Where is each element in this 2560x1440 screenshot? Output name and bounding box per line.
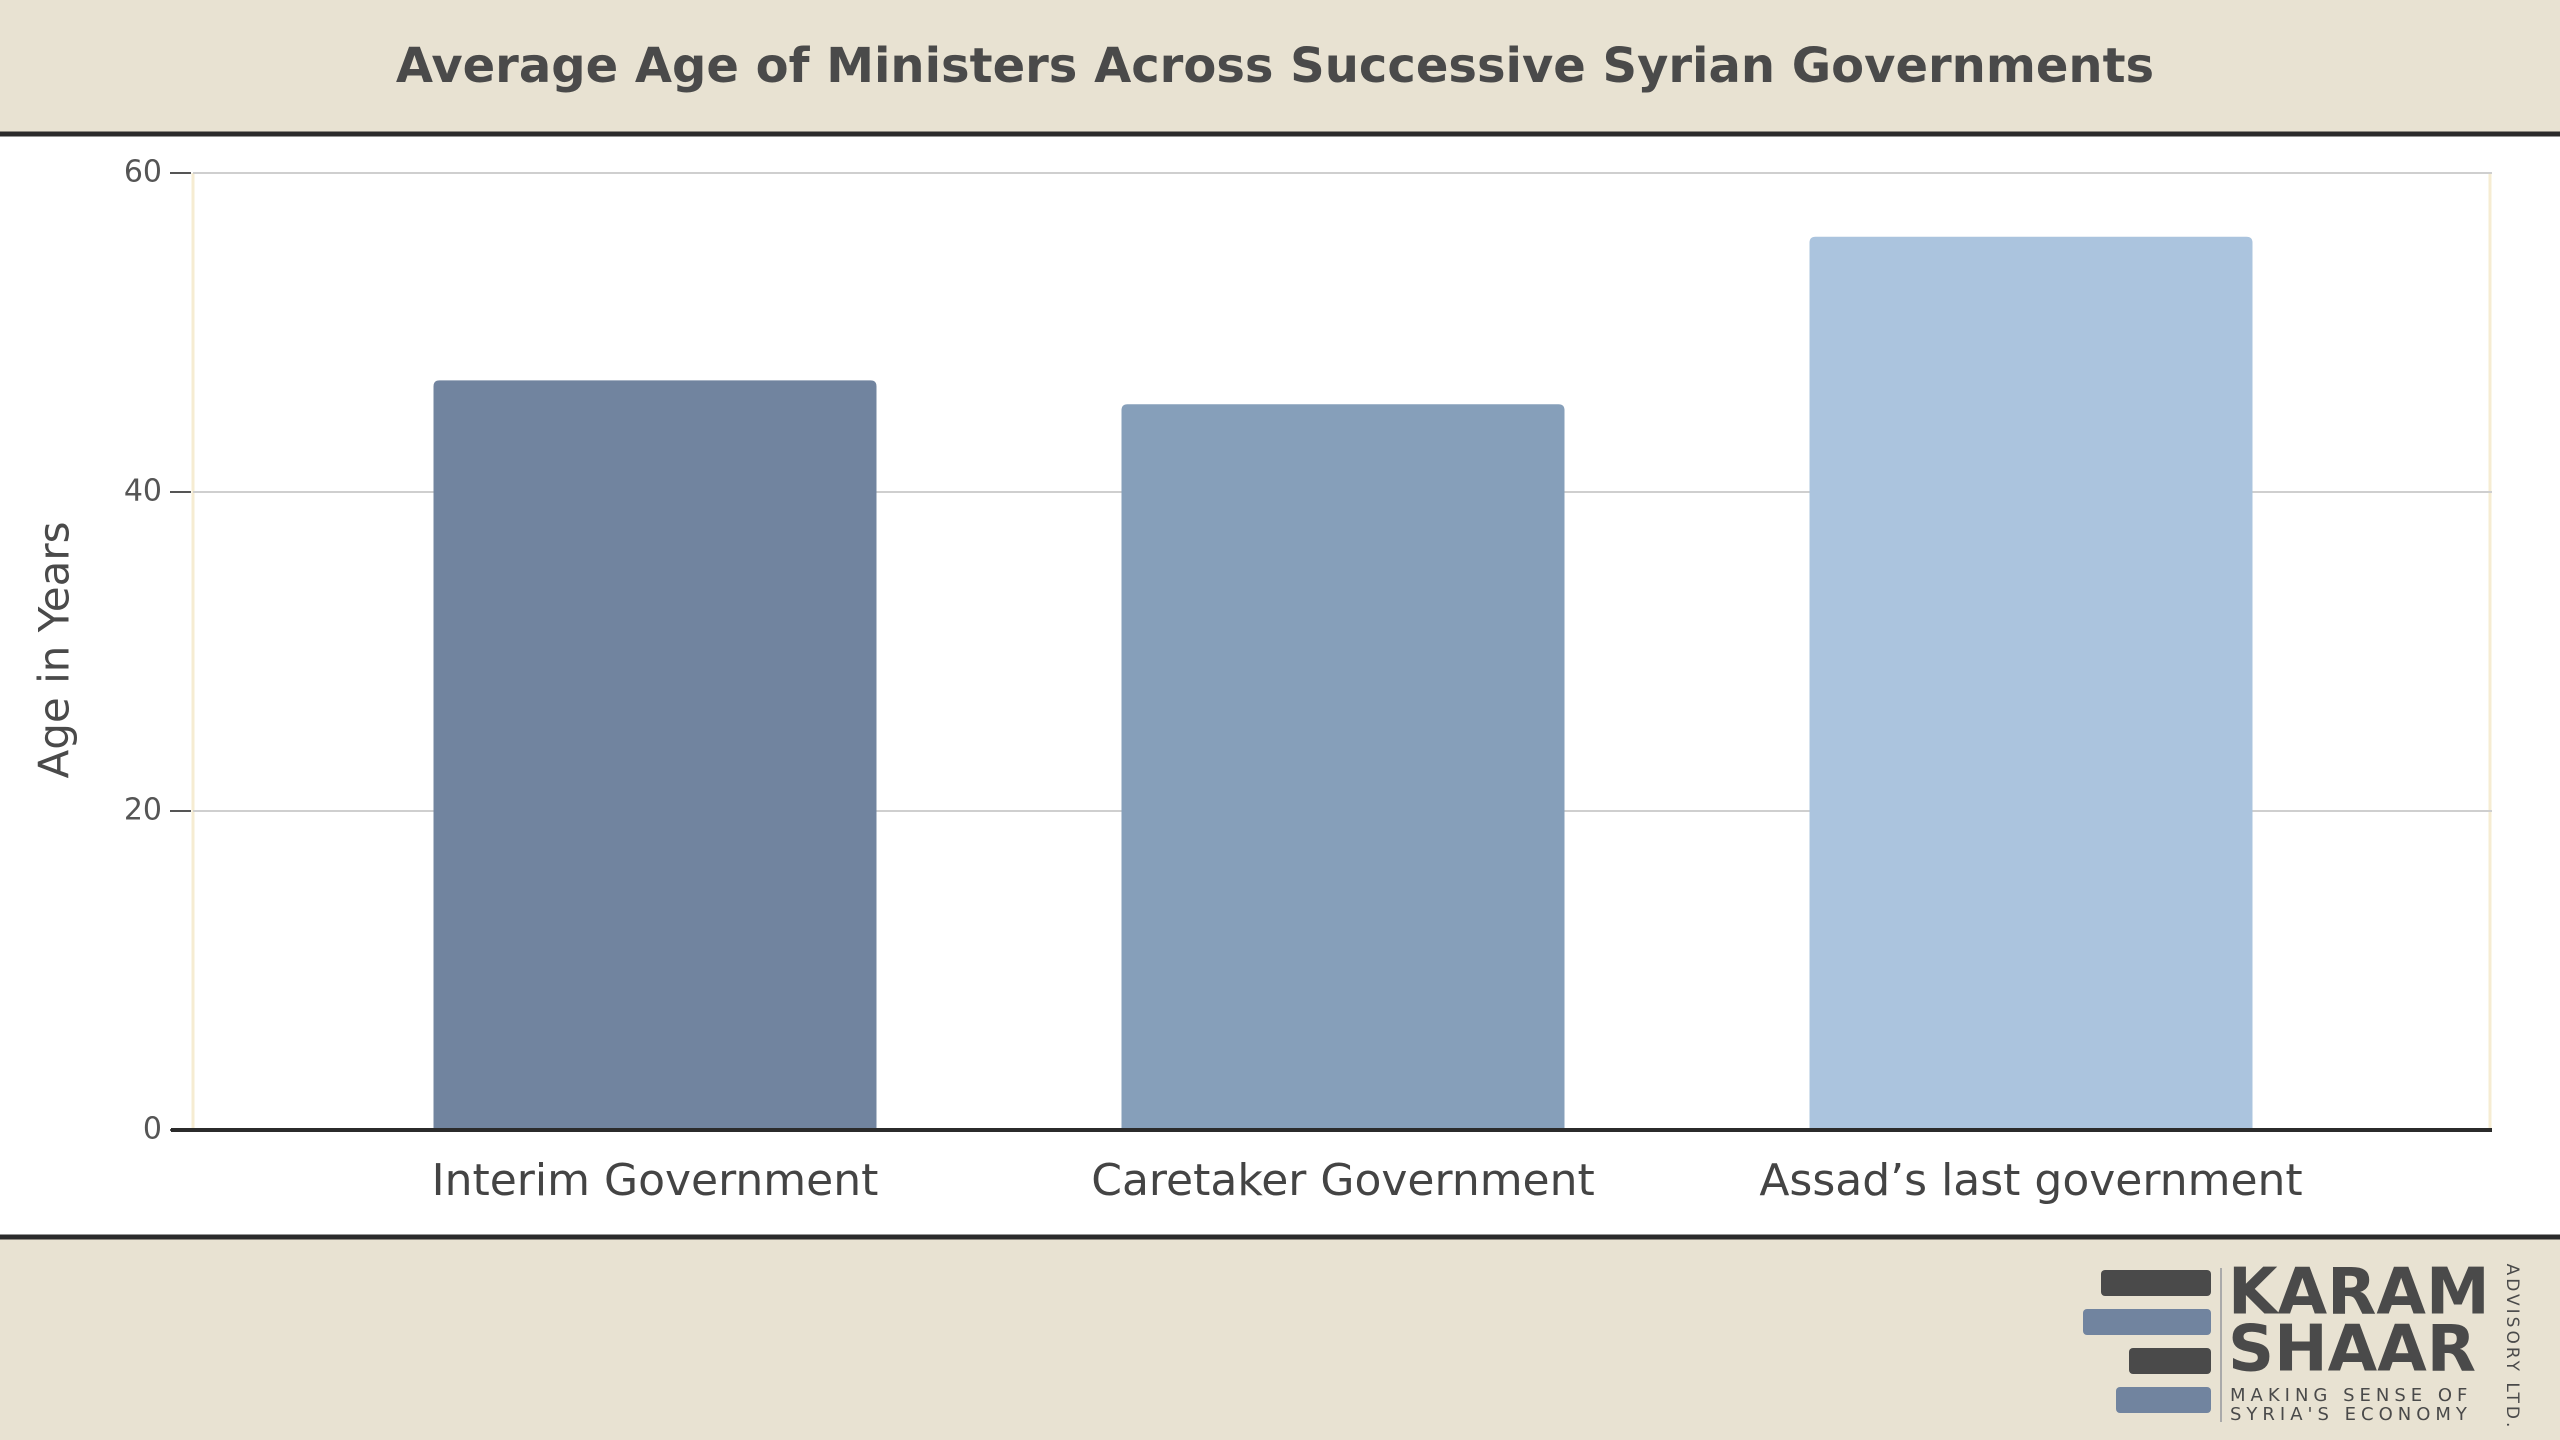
logo: KARAM SHAAR MAKING SENSE OF SYRIA'S ECON… (2083, 1256, 2522, 1431)
bar (433, 380, 877, 1131)
plot: 0 20 40 60 Interim Government Caretaker Gover… (124, 155, 2492, 1206)
y-tick-label: 0 (143, 1112, 162, 1147)
x-tick-label: Assad’s last government (1759, 1155, 2302, 1206)
logo-tagline: SYRIA'S ECONOMY (2230, 1404, 2472, 1425)
logo-bar (2116, 1387, 2211, 1413)
logo-text: SHAAR (2228, 1313, 2476, 1387)
x-tick-label: Caretaker Government (1091, 1155, 1595, 1206)
y-tick-label: 60 (124, 155, 162, 190)
bar (1809, 236, 2253, 1131)
y-tick-label: 20 (124, 793, 162, 828)
logo-tagline: MAKING SENSE OF (2230, 1385, 2472, 1406)
logo-side: ADVISORY LTD. (2502, 1264, 2522, 1431)
bar (1121, 404, 1565, 1130)
chart-title: Average Age of Ministers Across Successi… (396, 38, 2154, 94)
logo-text: KARAM (2228, 1256, 2490, 1330)
logo-bar (2083, 1309, 2211, 1335)
y-axis-title: Age in Years (30, 521, 79, 778)
logo-bar (2129, 1348, 2211, 1374)
x-tick-label: Interim Government (432, 1155, 879, 1206)
y-tick-label: 40 (124, 474, 162, 509)
logo-bar (2101, 1270, 2211, 1296)
